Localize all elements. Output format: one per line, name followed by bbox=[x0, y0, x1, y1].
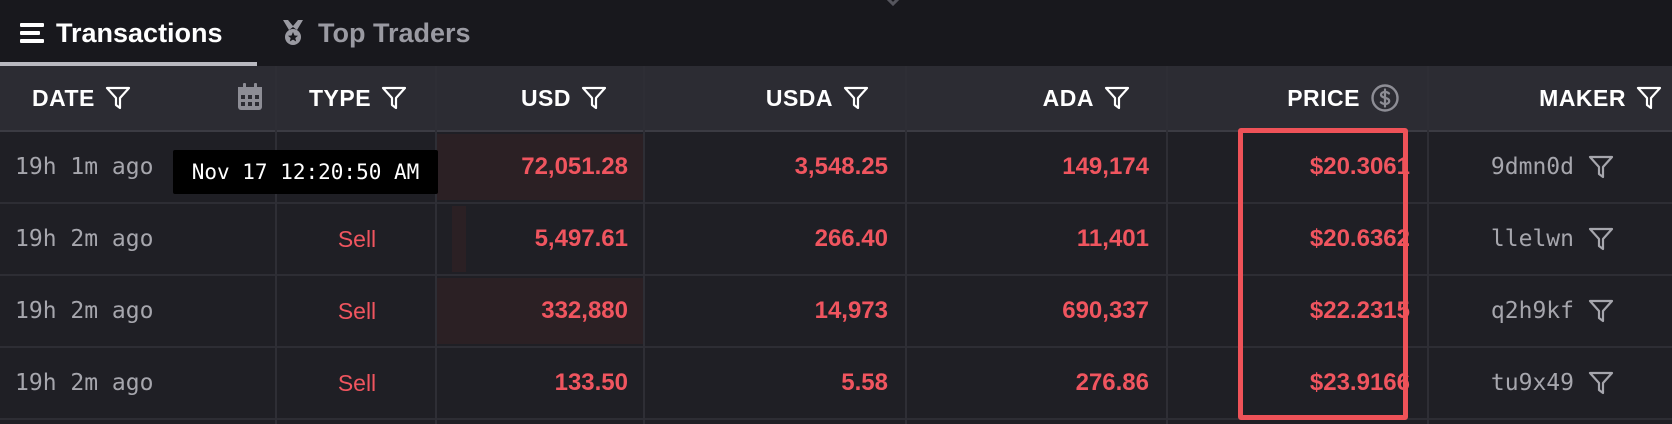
column-header-price: PRICE bbox=[1168, 66, 1400, 130]
column-header-maker: MAKER bbox=[1430, 66, 1672, 130]
cell-maker: 9dmn0d bbox=[1430, 132, 1614, 202]
table-row[interactable]: 19h 2m ago Sell 133.50 5.58 276.86 $23.9… bbox=[0, 348, 1672, 420]
cell-usd: 5,497.61 bbox=[534, 225, 628, 252]
column-header-date: DATE bbox=[32, 66, 272, 130]
filter-icon[interactable] bbox=[1636, 85, 1662, 111]
column-header-usda: USDA bbox=[646, 66, 869, 130]
cell-date: 19h 2m ago bbox=[15, 370, 154, 396]
column-divider bbox=[1166, 66, 1168, 424]
calendar-icon[interactable] bbox=[236, 82, 264, 118]
table-row[interactable]: 19h 2m ago Sell 5,497.61 266.40 11,401 $… bbox=[0, 204, 1672, 276]
column-header-type-label: TYPE bbox=[309, 84, 372, 111]
column-header-ada-label: ADA bbox=[1042, 84, 1094, 111]
cell-price: $20.3061 bbox=[1309, 153, 1410, 180]
cell-usda: 5.58 bbox=[841, 369, 888, 396]
cell-ada: 276.86 bbox=[1075, 369, 1149, 396]
date-tooltip: Nov 17 12:20:50 AM bbox=[173, 150, 438, 194]
filter-icon[interactable] bbox=[381, 85, 407, 111]
list-icon bbox=[20, 22, 44, 44]
table-header: DATE TYPE bbox=[0, 66, 1672, 132]
cell-type: Sell bbox=[337, 297, 377, 324]
table-row[interactable]: 19h 2m ago Sell 332,880 14,973 690,337 $… bbox=[0, 276, 1672, 348]
column-header-date-label: DATE bbox=[32, 84, 95, 111]
cell-usda: 3,548.25 bbox=[794, 153, 888, 180]
cell-maker: q2h9kf bbox=[1430, 276, 1614, 346]
filter-icon[interactable] bbox=[1104, 85, 1130, 111]
filter-icon[interactable] bbox=[1588, 154, 1614, 180]
cell-price: $23.9166 bbox=[1309, 369, 1410, 396]
filter-icon[interactable] bbox=[843, 85, 869, 111]
column-divider bbox=[905, 66, 907, 424]
cell-usd: 332,880 bbox=[541, 297, 628, 324]
collapse-caret-icon[interactable] bbox=[880, 0, 906, 8]
cell-price: $22.2315 bbox=[1309, 297, 1410, 324]
tab-top-traders[interactable]: Top Traders bbox=[280, 0, 510, 66]
cell-ada: 690,337 bbox=[1062, 297, 1149, 324]
column-header-usda-label: USDA bbox=[765, 84, 833, 111]
tab-transactions-label: Transactions bbox=[56, 17, 223, 48]
filter-icon[interactable] bbox=[105, 85, 131, 111]
column-divider bbox=[275, 66, 277, 424]
cell-usd: 72,051.28 bbox=[521, 153, 628, 180]
filter-icon[interactable] bbox=[581, 85, 607, 111]
column-divider bbox=[1427, 66, 1429, 424]
cell-type: Sell bbox=[337, 369, 377, 396]
cell-date: 19h 1m ago bbox=[15, 154, 154, 180]
maker-address[interactable]: q2h9kf bbox=[1490, 298, 1574, 324]
cell-price: $20.6362 bbox=[1309, 225, 1410, 252]
usd-volume-bar bbox=[452, 206, 466, 272]
column-header-price-label: PRICE bbox=[1287, 84, 1360, 111]
filter-icon[interactable] bbox=[1588, 370, 1614, 396]
usd-volume-bar bbox=[437, 278, 643, 344]
cell-usda: 266.40 bbox=[814, 225, 888, 252]
cell-ada: 149,174 bbox=[1062, 153, 1149, 180]
cell-ada: 11,401 bbox=[1076, 225, 1149, 252]
column-divider bbox=[643, 66, 645, 424]
tab-top-traders-label: Top Traders bbox=[318, 17, 471, 48]
active-tab-indicator bbox=[0, 62, 257, 66]
cell-usda: 14,973 bbox=[814, 297, 888, 324]
cell-type: Sell bbox=[337, 225, 377, 252]
maker-address[interactable]: tu9x49 bbox=[1490, 370, 1574, 396]
cell-date: 19h 2m ago bbox=[15, 298, 154, 324]
column-header-type: TYPE bbox=[309, 66, 435, 130]
column-divider bbox=[435, 66, 437, 424]
medal-icon bbox=[280, 19, 306, 47]
cell-date: 19h 2m ago bbox=[15, 226, 154, 252]
cell-maker: llelwn bbox=[1430, 204, 1614, 274]
filter-icon[interactable] bbox=[1588, 226, 1614, 252]
column-header-usd: USD bbox=[437, 66, 607, 130]
dollar-toggle-icon[interactable] bbox=[1370, 83, 1400, 113]
cell-maker: tu9x49 bbox=[1430, 348, 1614, 418]
cell-usd: 133.50 bbox=[554, 369, 628, 396]
tab-bar: Transactions Top Traders bbox=[0, 0, 1672, 66]
tab-transactions[interactable]: Transactions bbox=[20, 0, 256, 66]
column-header-ada: ADA bbox=[908, 66, 1130, 130]
filter-icon[interactable] bbox=[1588, 298, 1614, 324]
maker-address[interactable]: llelwn bbox=[1490, 226, 1574, 252]
column-header-maker-label: MAKER bbox=[1539, 84, 1626, 111]
maker-address[interactable]: 9dmn0d bbox=[1490, 154, 1574, 180]
usd-volume-bar bbox=[437, 134, 643, 200]
column-header-usd-label: USD bbox=[520, 84, 571, 111]
